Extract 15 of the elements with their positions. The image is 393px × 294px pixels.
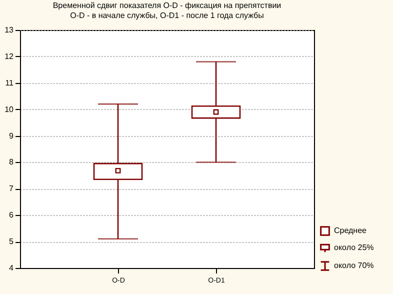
y-tick-label: 11	[5, 78, 14, 88]
y-tick-label: 8	[9, 158, 14, 167]
chart-subtitle: O-D - в начале службы, O-D1 - после 1 года службы	[70, 11, 264, 20]
text: около 70%	[334, 261, 374, 270]
y-tick-label: 10	[4, 104, 14, 114]
y-tick-label: 12	[4, 52, 14, 61]
text: Среднее	[334, 226, 368, 235]
y-tick-label: 4	[9, 264, 14, 272]
chart-title: Временной сдвиг показателя O-D - фиксация на препятствии	[52, 1, 282, 10]
y-tick-label: 7	[9, 184, 14, 194]
y-tick-label: 6	[9, 210, 14, 220]
y-tick-label: 5	[9, 237, 14, 246]
text: около 25%	[334, 243, 374, 252]
y-tick-label: 13	[4, 26, 14, 34]
y-tick-label: 9	[9, 131, 14, 140]
